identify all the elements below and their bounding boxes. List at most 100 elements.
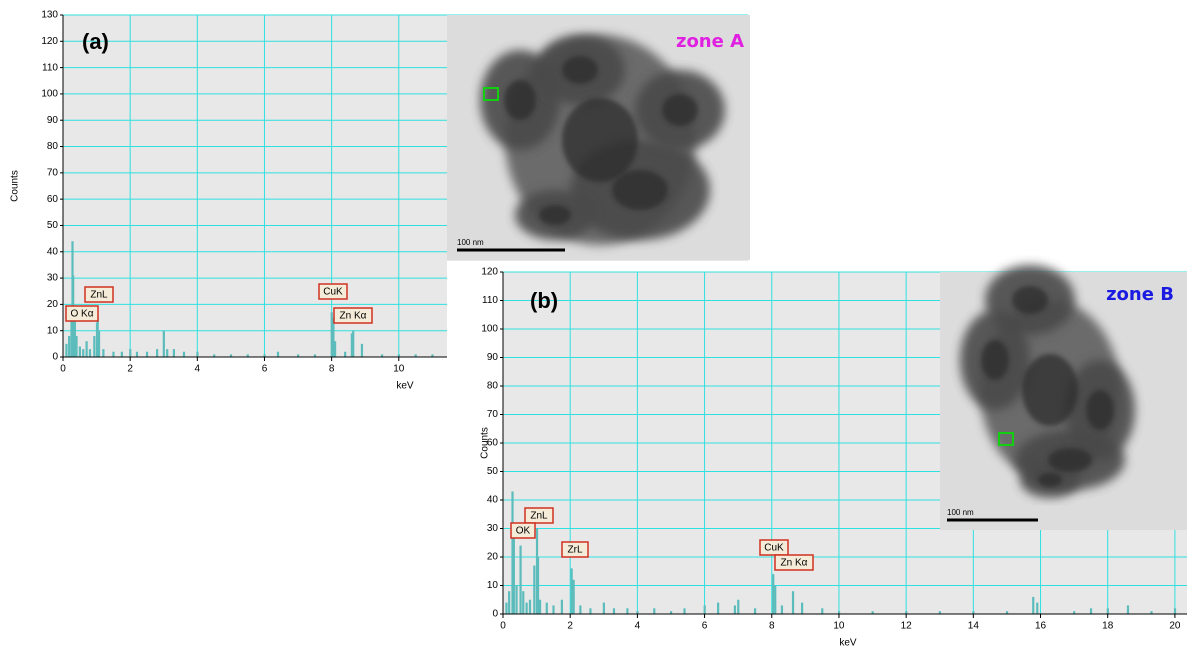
spectrum-bar [352, 330, 355, 357]
y-tick-label: 110 [482, 295, 498, 306]
spectrum-bar [65, 343, 68, 357]
zone-label: zone A [676, 31, 744, 52]
particle-core [981, 340, 1009, 380]
peak-label: ZrL [568, 545, 583, 556]
y-tick-label: 100 [41, 89, 58, 100]
spectrum-bar [78, 346, 81, 357]
spectrum-bar [297, 354, 300, 357]
spectrum-bar [182, 351, 186, 357]
spectrum-bar [1106, 608, 1109, 614]
spectrum-bar [505, 602, 508, 614]
spectrum-bar [653, 608, 656, 614]
spectrum-bar [1073, 611, 1076, 614]
spectrum-bar [821, 608, 824, 614]
spectrum-bar [1150, 611, 1153, 614]
spectrum-bar [313, 354, 317, 357]
y-tick-label: 10 [487, 580, 499, 591]
spectrum-bar [380, 354, 384, 357]
spectrum-bar [246, 354, 249, 357]
y-tick-label: 30 [487, 523, 499, 534]
particle-core [662, 94, 698, 126]
spectrum-bar [589, 608, 592, 614]
spectrum-bar [528, 599, 532, 614]
spectrum-bar [508, 591, 511, 614]
spectrum-bar [431, 354, 434, 357]
spectrum-bar [522, 591, 525, 614]
spectrum-bar [703, 605, 706, 614]
spectrum-bar [552, 605, 555, 614]
peak-label: CuK [764, 543, 784, 554]
spectrum-bar [135, 351, 139, 357]
y-axis-label: Counts [10, 170, 21, 202]
x-tick-label: 4 [635, 621, 641, 632]
spectrum-bar [753, 608, 757, 614]
spectrum-bar [602, 602, 605, 614]
y-tick-label: 70 [47, 167, 59, 178]
spectrum-bar [85, 341, 88, 357]
spectrum-bar [96, 317, 99, 357]
spectrum-bar [93, 335, 96, 357]
spectrum-bar [519, 545, 522, 614]
panel-b: 0 10 20 30 40 50 60 70 80 90 100 110 120 0 2 4 6 8 10 12 14 1… [480, 265, 1187, 648]
spectrum-bar [791, 591, 795, 614]
spectrum-bar [538, 599, 542, 614]
spectrum-bar [120, 351, 123, 357]
spectrum-bar [683, 608, 686, 614]
spectrum-bar [512, 528, 515, 614]
spectrum-bar [276, 351, 280, 357]
particle-core [1022, 354, 1078, 426]
panel-label: (b) [530, 288, 558, 313]
spectrum-bar [229, 354, 233, 357]
spectrum-bar [800, 602, 804, 614]
spectrum-bar [515, 585, 518, 614]
particle-core [562, 56, 598, 84]
peak-label-box [774, 554, 814, 571]
spectrum-bar [156, 349, 159, 357]
x-tick-label: 18 [1102, 621, 1114, 632]
y-tick-label: 70 [487, 409, 499, 420]
y-tick-label: 110 [42, 62, 58, 73]
spectrum-bar [350, 333, 353, 357]
spectrum-bar [97, 330, 101, 357]
spectrum-bar [612, 608, 616, 614]
panel-label: (a) [82, 29, 109, 54]
particle-core [612, 170, 668, 210]
spectrum-bar [102, 349, 105, 357]
selection-square [998, 432, 1014, 446]
spectrum-bar [330, 312, 333, 357]
y-tick-label: 50 [487, 466, 499, 477]
spectrum-bar [636, 611, 639, 614]
spectrum-bar [536, 557, 540, 614]
selection-square [483, 87, 499, 101]
spectrum-bar [737, 599, 740, 614]
spectrum-bar [1173, 608, 1177, 614]
y-tick-label: 0 [492, 609, 498, 620]
spectrum-bar [112, 351, 115, 357]
peak-label-box [318, 283, 348, 300]
spectrum-bar [1126, 605, 1130, 614]
spectrum-bar [669, 611, 673, 614]
spectrum-bar [145, 351, 149, 357]
y-tick-label: 60 [47, 194, 59, 205]
spectrum-bar [1036, 602, 1039, 614]
spectrum-bar [837, 611, 841, 614]
y-tick-label: 90 [47, 115, 59, 126]
spectrum-bar [545, 602, 548, 614]
y-tick-label: 100 [481, 324, 498, 335]
peak-label: ZnL [90, 290, 108, 301]
spectrum-bar [1089, 608, 1093, 614]
peak-label: Zn Kα [340, 311, 367, 322]
spectrum-bar [129, 349, 132, 357]
x-tick-label: 2 [567, 621, 573, 632]
y-tick-label: 60 [487, 438, 499, 449]
spectrum-bar [905, 611, 908, 614]
particle-core [1012, 286, 1048, 314]
spectrum-bar [871, 611, 874, 614]
spectrum-bar [213, 354, 216, 357]
spectrum-bar [525, 602, 528, 614]
peak-label: O Kα [70, 309, 93, 320]
peak-label: ZnL [530, 511, 548, 522]
x-tick-label: 16 [1035, 621, 1047, 632]
